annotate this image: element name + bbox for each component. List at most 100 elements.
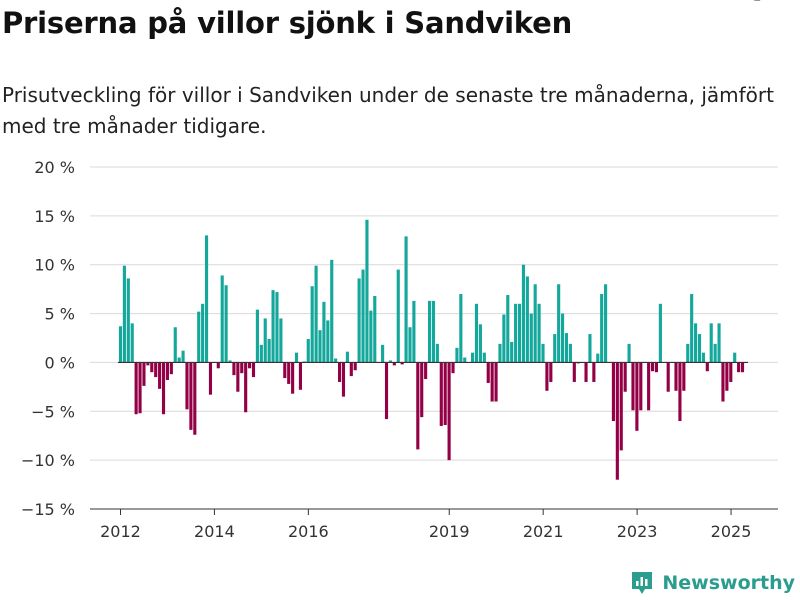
bar [611,362,615,422]
bar [478,324,482,363]
bar [255,309,259,363]
bar [169,362,173,375]
bar [701,352,705,363]
y-tick-label: 10 % [34,256,75,275]
bar [134,362,138,415]
x-tick-label: 2019 [429,522,470,541]
bar [471,352,475,363]
bar [463,357,467,363]
bar [521,264,526,363]
bar [572,362,576,382]
bar [490,362,494,402]
bar [650,362,655,372]
brand-name: Newsworthy [662,572,795,594]
y-tick-label: 20 % [34,158,75,177]
bar [447,362,451,461]
bar [173,327,177,363]
bar [725,362,729,391]
bar [283,362,287,379]
bar [189,362,193,430]
bar [541,343,545,363]
chart-title: Priserna på villor sjönk i Sandviken [2,6,573,40]
newsworthy-logo-icon [632,572,653,594]
bar [561,313,565,363]
bar [357,278,361,363]
bar [737,362,741,373]
bar [201,303,205,363]
bar [388,360,392,363]
x-tick-label: 2021 [523,522,564,541]
bar [165,362,169,381]
bar [631,362,635,411]
bar [596,353,600,363]
bar [588,334,592,363]
bar [694,323,698,363]
bar [294,352,299,363]
bar [584,362,588,382]
bar [240,362,244,374]
x-tick-label: 2025 [711,522,752,541]
bar [666,362,670,392]
bar [404,236,408,363]
bar [150,362,154,373]
bar [353,362,357,371]
bar [740,362,745,373]
bar [506,295,510,363]
bar [322,301,326,363]
chart-subtitle: Prisutveckling för villor i Sandviken un… [2,83,774,138]
bar [455,347,459,363]
bar [181,350,185,363]
bar [126,278,130,363]
bar [424,362,428,380]
bar [482,352,486,363]
bar [185,362,189,410]
bar [118,326,123,363]
bar [733,352,737,363]
bar [619,362,623,451]
bar [142,362,146,386]
bar [338,362,342,382]
bar [216,362,220,369]
bar-chart: −15 % −10 % −5 % 0 % 5 % 10 % 15 % 20 % 2012 2014… [21,0,795,541]
bar [396,269,400,363]
bar [502,314,506,363]
bar [549,362,553,382]
bar [717,323,721,363]
bar [154,362,158,378]
bar [365,219,369,363]
bar [146,362,150,366]
bar [451,362,455,374]
bar [533,284,537,363]
bar [545,362,549,391]
bar [275,292,279,363]
bar [639,362,643,411]
bar [690,294,694,363]
bar [318,330,322,363]
bar [279,318,283,363]
bar [529,313,533,363]
bar [486,362,490,383]
bar [267,338,271,363]
bar [314,265,318,363]
bar [713,343,717,363]
bar [729,362,733,382]
bar [647,362,651,411]
x-tick-label: 2023 [617,522,658,541]
y-tick-label: 0 % [45,353,75,372]
x-tick-label: 2016 [288,522,329,541]
bar [244,362,248,413]
brand-logo: Newsworthy [630,568,795,598]
y-tick-label: −10 % [21,451,75,470]
bar [510,341,514,363]
bar [443,362,447,425]
bar [709,323,713,363]
bar [658,303,662,363]
bar [361,269,365,363]
bar [427,300,432,363]
bar [654,362,659,373]
bar [439,362,443,426]
bar [381,344,385,363]
bar [369,310,373,363]
bar [494,362,498,402]
bar [682,362,686,391]
